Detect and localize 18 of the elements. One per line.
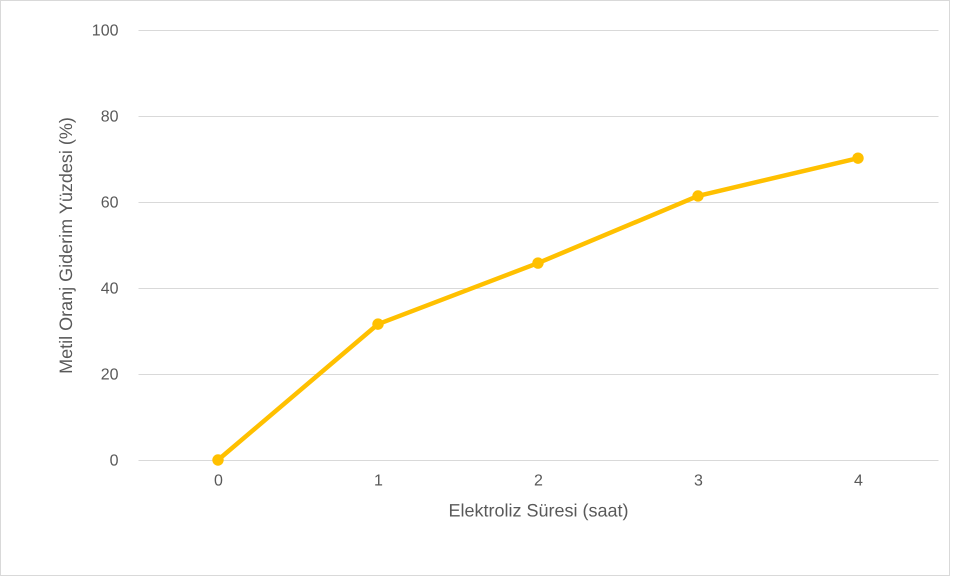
y-tick-label: 60 bbox=[100, 194, 119, 212]
point bbox=[372, 318, 384, 330]
x-tick-label: 0 bbox=[214, 472, 224, 490]
y-tick-label: 100 bbox=[92, 22, 119, 40]
x-tick-label: 4 bbox=[854, 472, 864, 490]
point bbox=[692, 190, 704, 202]
point bbox=[852, 152, 864, 164]
x-tick-label: 2 bbox=[534, 472, 544, 490]
y-tick-label: 40 bbox=[100, 280, 119, 298]
y-axis-title: Metil Oranj Giderim Yüzdesi (%) bbox=[56, 117, 76, 374]
y-tick-label: 80 bbox=[100, 108, 119, 126]
point bbox=[212, 454, 224, 466]
x-tick-label: 1 bbox=[374, 472, 384, 490]
x-tick-label: 3 bbox=[694, 472, 704, 490]
point bbox=[532, 257, 544, 269]
x-axis-title: Elektroliz Süresi (saat) bbox=[448, 500, 629, 520]
y-tick-label: 20 bbox=[100, 366, 119, 384]
y-tick-label: 0 bbox=[110, 452, 119, 470]
